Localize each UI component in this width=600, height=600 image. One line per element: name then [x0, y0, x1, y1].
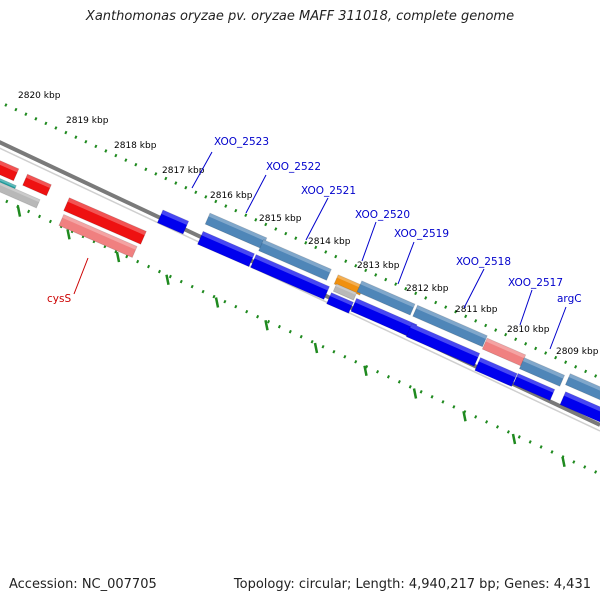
outer-tick-ring: [0, 100, 600, 380]
scale-label: 2811 kbp: [455, 305, 498, 315]
gene-label-leader: [549, 306, 567, 350]
gene-label: XOO_2517: [508, 277, 563, 289]
gene-feature-highlight: [208, 213, 267, 242]
scale-tick: [462, 411, 467, 422]
gene-feature: [559, 391, 600, 423]
gene-label: XOO_2522: [266, 161, 321, 173]
gene-feature-highlight: [516, 373, 555, 393]
scale-label: 2816 kbp: [210, 191, 253, 201]
gene-label-leader: [305, 197, 329, 241]
gene-feature-highlight: [568, 373, 600, 395]
scale-label: 2812 kbp: [406, 284, 449, 294]
gene-label-leader: [519, 289, 533, 326]
scale-tick: [16, 206, 22, 217]
gene-feature-highlight: [360, 280, 415, 308]
topology-text: Topology: circular; Length: 4,940,217 bp…: [233, 577, 591, 592]
gene-feature-highlight: [563, 391, 600, 414]
gene-label-leader: [397, 241, 415, 285]
gene-label-leader: [245, 174, 267, 214]
gene-feature: [512, 372, 556, 402]
gene-feature: [156, 209, 190, 235]
gene-feature: [564, 373, 600, 403]
gene-feature-highlight: [254, 254, 330, 291]
gene-feature-highlight: [416, 305, 488, 340]
scale-label: 2820 kbp: [18, 91, 61, 101]
scale-label: 2818 kbp: [114, 141, 157, 151]
gene-label: XOO_2521: [301, 185, 356, 197]
gene-feature: [58, 213, 138, 259]
gene-feature: [63, 197, 147, 245]
gene-feature-highlight: [410, 323, 480, 358]
scale-tick: [165, 274, 170, 286]
gene-feature: [412, 304, 488, 348]
gene-labels: XOO_2523 XOO_2522 XOO_2521 XOO_2520 XOO_2519…: [47, 136, 582, 350]
gene-feature: [326, 292, 354, 314]
gene-label-leader: [191, 151, 213, 189]
scale-tick: [363, 365, 368, 377]
scale-label: 2810 kbp: [507, 325, 550, 335]
gene-feature-highlight: [62, 214, 138, 250]
gene-feature: [518, 357, 566, 387]
gene-feature: [405, 323, 481, 367]
scale-label: 2815 kbp: [259, 214, 302, 224]
gene-feature-highlight: [354, 298, 418, 329]
gene-feature: [0, 181, 41, 209]
gene-label: XOO_2518: [456, 256, 511, 268]
gene-label: XOO_2520: [355, 209, 410, 221]
gene-feature-highlight: [522, 357, 565, 379]
scale-label: 2809 kbp: [556, 347, 599, 357]
gene-feature: [197, 230, 255, 268]
gene-label: XOO_2523: [214, 136, 269, 148]
backbone-shadow: [0, 147, 600, 432]
scale-labels: 2820 kbp 2819 kbp 2818 kbp 2817 kbp 2816 kbp…: [18, 91, 599, 357]
scale-label: 2817 kbp: [162, 166, 205, 176]
scale-tick: [511, 433, 517, 445]
gene-label-leader: [361, 221, 377, 262]
gene-label: argC: [557, 293, 582, 305]
gene-label-leader: [463, 268, 485, 309]
scale-label: 2814 kbp: [308, 237, 351, 247]
gene-feature-highlight: [485, 338, 526, 359]
gene-label: XOO_2519: [394, 228, 449, 240]
gene-feature: [0, 150, 20, 182]
gene-feature-highlight: [335, 283, 357, 295]
scale-tick: [412, 388, 418, 399]
scale-label: 2819 kbp: [66, 116, 109, 126]
gene-label: cysS: [47, 293, 71, 305]
gene-feature-highlight: [262, 239, 332, 273]
gene-feature-highlight: [161, 209, 189, 226]
gene-features: [0, 150, 600, 423]
gene-feature: [258, 239, 332, 281]
gene-feature: [474, 357, 518, 387]
gene-feature-highlight: [26, 174, 52, 189]
map-title: Xanthomonas oryzae pv. oryzae MAFF 31101…: [85, 9, 515, 24]
gene-feature-highlight: [336, 274, 364, 289]
scale-tick: [313, 342, 319, 354]
gene-feature: [22, 173, 52, 197]
gene-feature-highlight: [201, 231, 255, 258]
gene-label-leader: [73, 257, 89, 295]
tick-rings: [0, 100, 600, 476]
scale-label: 2813 kbp: [357, 261, 400, 271]
gene-feature: [332, 283, 358, 301]
scale-tick: [66, 229, 71, 240]
scale-tick: [115, 251, 121, 263]
gene-feature-highlight: [0, 176, 17, 188]
accession-text: Accession: NC_007705: [9, 577, 157, 592]
gene-feature: [356, 280, 416, 316]
scale-tick: [561, 456, 566, 468]
gene-feature-highlight: [67, 197, 147, 236]
gene-feature-highlight: [329, 292, 354, 306]
gene-feature-highlight: [0, 182, 40, 203]
scale-tick: [264, 320, 269, 331]
gene-feature-highlight: [478, 357, 518, 378]
gene-feature: [250, 254, 330, 300]
scale-tick: [214, 297, 220, 308]
gene-feature-highlight: [0, 151, 19, 173]
